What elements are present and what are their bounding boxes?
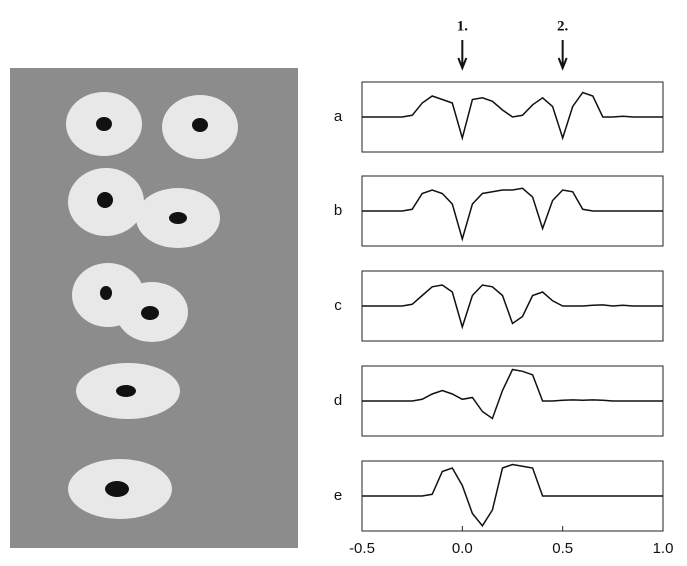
x-tick-label: -0.5 (349, 540, 375, 557)
x-tick-label: 1.0 (653, 540, 674, 557)
arrow (557, 40, 568, 71)
trace (362, 91, 663, 141)
trace (362, 368, 663, 420)
x-tick-label: 0.5 (552, 540, 573, 557)
panel-label: e (334, 487, 342, 504)
panel-label: c (334, 297, 342, 314)
panel-label: d (334, 392, 342, 409)
panel-label: a (334, 108, 343, 125)
annotation: 2. (557, 18, 569, 34)
panel-label: b (334, 202, 342, 219)
arrow (457, 40, 468, 71)
micrograph (10, 68, 298, 548)
trace (362, 463, 663, 528)
annotation: 1. (457, 18, 469, 34)
trace (362, 284, 663, 330)
x-tick-label: 0.0 (452, 540, 473, 557)
trace (362, 187, 663, 242)
